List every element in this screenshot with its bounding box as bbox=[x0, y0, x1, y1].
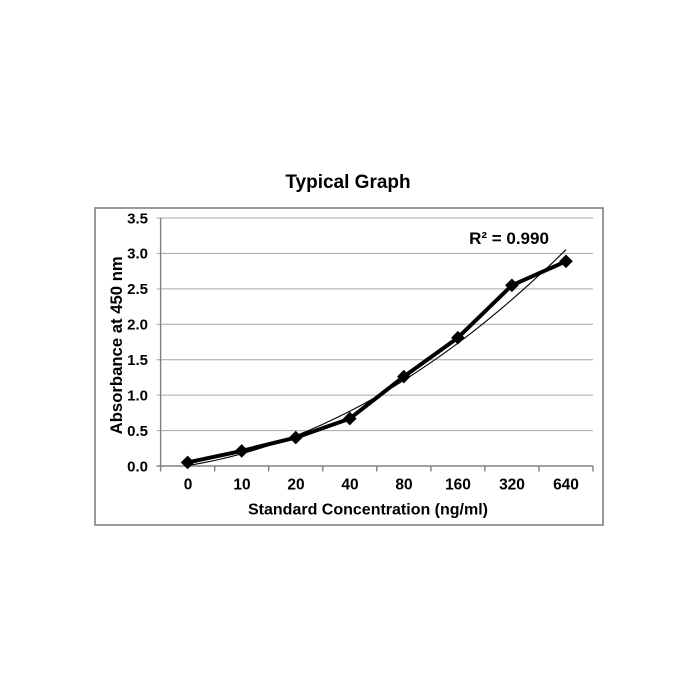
svg-text:Absorbance at 450 nm: Absorbance at 450 nm bbox=[107, 256, 126, 434]
svg-text:320: 320 bbox=[499, 477, 525, 494]
svg-text:Typical Graph: Typical Graph bbox=[285, 172, 410, 193]
svg-text:3.0: 3.0 bbox=[127, 246, 148, 263]
svg-text:0.0: 0.0 bbox=[127, 458, 148, 475]
svg-text:1.0: 1.0 bbox=[127, 387, 148, 404]
svg-text:80: 80 bbox=[395, 477, 412, 494]
svg-text:0: 0 bbox=[184, 477, 193, 494]
svg-text:640: 640 bbox=[553, 477, 579, 494]
svg-text:1.5: 1.5 bbox=[127, 352, 148, 369]
svg-text:3.5: 3.5 bbox=[127, 210, 148, 227]
svg-text:Standard Concentration (ng/ml): Standard Concentration (ng/ml) bbox=[248, 502, 488, 519]
svg-text:2.0: 2.0 bbox=[127, 317, 148, 334]
svg-text:20: 20 bbox=[287, 477, 304, 494]
svg-text:R² = 0.990: R² = 0.990 bbox=[469, 229, 549, 248]
svg-text:10: 10 bbox=[233, 477, 250, 494]
svg-text:40: 40 bbox=[341, 477, 358, 494]
svg-text:2.5: 2.5 bbox=[127, 281, 148, 298]
svg-text:160: 160 bbox=[445, 477, 471, 494]
svg-text:0.5: 0.5 bbox=[127, 423, 148, 440]
